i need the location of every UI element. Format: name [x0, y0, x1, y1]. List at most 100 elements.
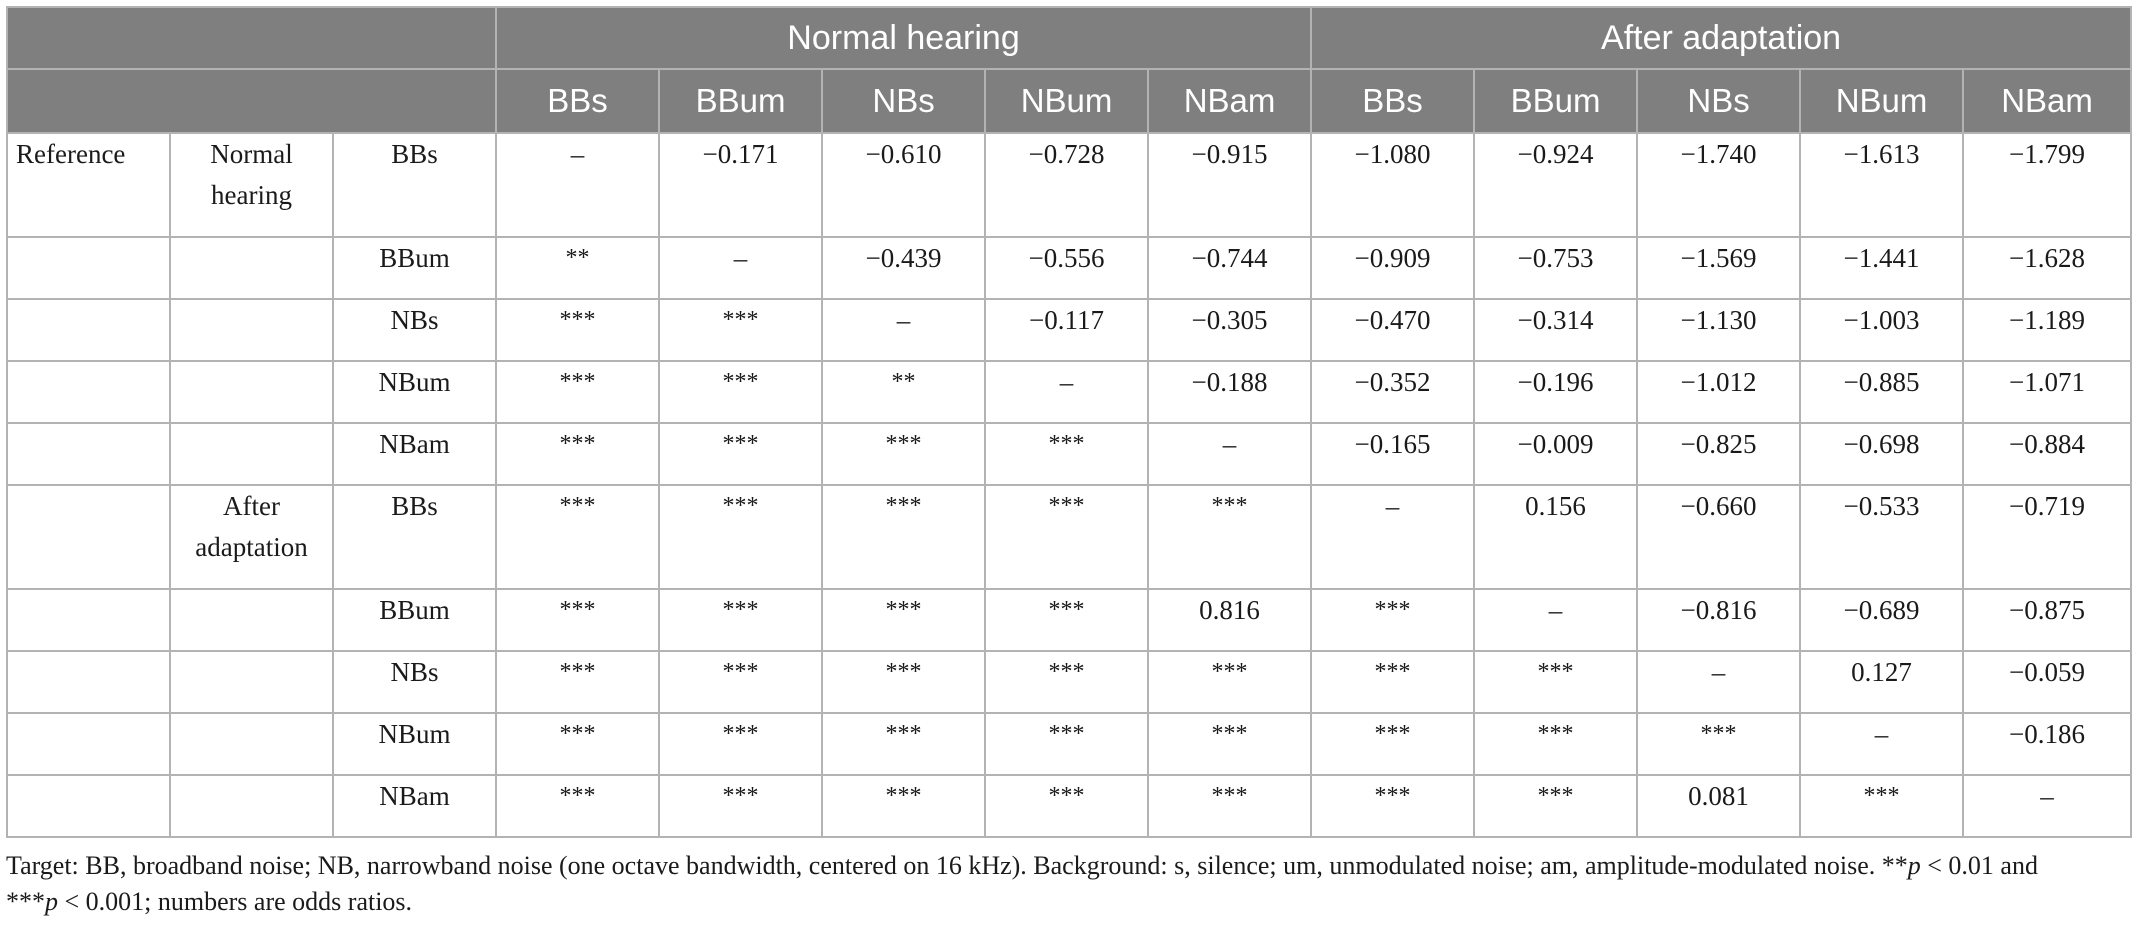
- column-header-after-bbs: BBs: [1310, 68, 1476, 134]
- odds-ratio-cell: −0.186: [1962, 712, 2133, 776]
- odds-ratio-cell: −1.130: [1636, 298, 1802, 362]
- odds-ratio-cell: −0.825: [1636, 422, 1802, 486]
- header-group-row: Normal hearing After adaptation: [5, 6, 2133, 70]
- odds-ratio-cell: −1.569: [1636, 236, 1802, 300]
- odds-ratio-cell: −0.719: [1962, 484, 2133, 590]
- odds-ratio-cell: −0.171: [658, 132, 824, 238]
- odds-ratio-cell: −0.188: [1147, 360, 1313, 424]
- significance-cell: ***: [984, 588, 1150, 652]
- odds-ratio-cell: 0.156: [1473, 484, 1639, 590]
- odds-ratio-cell: −0.196: [1473, 360, 1639, 424]
- row-label-condition: [169, 650, 334, 714]
- table-row: BBum *** *** *** *** 0.816 *** – −0.816 −0.689 −0.…: [6, 588, 2133, 652]
- footnote-p-symbol-2: p: [45, 887, 58, 916]
- row-label-condition: [169, 298, 334, 362]
- significance-cell: ***: [984, 774, 1150, 838]
- table-row: After adaptation BBs *** *** *** *** *** –0.156…: [6, 484, 2133, 590]
- row-label-stimulus: NBs: [331, 650, 498, 714]
- significance-cell: ***: [1147, 650, 1313, 714]
- significance-cell: ***: [1147, 712, 1313, 776]
- significance-cell: ***: [495, 712, 661, 776]
- odds-ratio-table: Normal hearing After adaptation BBs BBum N…: [5, 6, 2133, 838]
- odds-ratio-cell: −0.059: [1962, 650, 2133, 714]
- row-label-condition: [169, 236, 334, 300]
- significance-cell: ***: [495, 484, 661, 590]
- significance-cell: ***: [821, 650, 987, 714]
- row-label-reference: [6, 774, 171, 838]
- row-label-reference: [6, 484, 171, 590]
- significance-cell: ***: [984, 422, 1150, 486]
- odds-ratio-cell: –: [1799, 712, 1965, 776]
- table-row: NBam *** *** *** *** *** *** *** 0.081 *** –: [6, 774, 2133, 838]
- odds-ratio-cell: −0.728: [984, 132, 1150, 238]
- column-header-after-nbs: NBs: [1636, 68, 1802, 134]
- significance-cell: ***: [658, 588, 824, 652]
- odds-ratio-cell: −0.165: [1310, 422, 1476, 486]
- odds-ratio-cell: −0.009: [1473, 422, 1639, 486]
- row-label-reference: [6, 298, 171, 362]
- odds-ratio-cell: –: [821, 298, 987, 362]
- significance-cell: ***: [658, 298, 824, 362]
- column-header-normal-nbam: NBam: [1147, 68, 1313, 134]
- significance-cell: ***: [495, 650, 661, 714]
- significance-cell: ***: [495, 298, 661, 362]
- footnote-text-1: Target: BB, broadband noise; NB, narrowb…: [6, 851, 1908, 880]
- column-header-after-bbum: BBum: [1473, 68, 1639, 134]
- odds-ratio-cell: −0.924: [1473, 132, 1639, 238]
- significance-cell: ***: [495, 422, 661, 486]
- significance-cell: ***: [495, 588, 661, 652]
- significance-cell: ***: [1310, 588, 1476, 652]
- significance-cell: ***: [495, 360, 661, 424]
- row-label-reference: [6, 236, 171, 300]
- header-group-normal-hearing: Normal hearing: [495, 6, 1313, 70]
- odds-ratio-cell: −0.689: [1799, 588, 1965, 652]
- odds-ratio-cell: −0.744: [1147, 236, 1313, 300]
- odds-ratio-table-container: Normal hearing After adaptation BBs BBum N…: [5, 6, 2133, 838]
- odds-ratio-cell: –: [1310, 484, 1476, 590]
- odds-ratio-cell: −1.441: [1799, 236, 1965, 300]
- column-header-normal-bbs: BBs: [495, 68, 661, 134]
- row-label-condition: [169, 588, 334, 652]
- significance-cell: ***: [1310, 650, 1476, 714]
- table-row: Reference Normal hearing BBs – −0.171 −0.610−…: [6, 132, 2133, 238]
- odds-ratio-cell: 0.081: [1636, 774, 1802, 838]
- table-row: BBum ** – −0.439 −0.556 −0.744 −0.909 −0.753 −1.…: [6, 236, 2133, 300]
- footnote-text-4: < 0.001; numbers are odds ratios.: [58, 887, 413, 916]
- column-header-after-nbum: NBum: [1799, 68, 1965, 134]
- significance-cell: ***: [495, 774, 661, 838]
- row-label-reference: [6, 712, 171, 776]
- odds-ratio-cell: −0.470: [1310, 298, 1476, 362]
- column-header-normal-nbum: NBum: [984, 68, 1150, 134]
- table-row: NBs *** *** *** *** *** *** *** –0.127 −0.059: [6, 650, 2133, 714]
- odds-ratio-cell: −1.613: [1799, 132, 1965, 238]
- row-label-condition: [169, 360, 334, 424]
- odds-ratio-cell: −1.740: [1636, 132, 1802, 238]
- table-footnote: Target: BB, broadband noise; NB, narrowb…: [6, 848, 2116, 920]
- odds-ratio-cell: −1.071: [1962, 360, 2133, 424]
- table-row: NBam *** *** *** *** – −0.165 −0.009 −0.825 −0.69…: [6, 422, 2133, 486]
- odds-ratio-cell: −1.628: [1962, 236, 2133, 300]
- odds-ratio-cell: −0.753: [1473, 236, 1639, 300]
- odds-ratio-cell: –: [1473, 588, 1639, 652]
- odds-ratio-cell: −0.660: [1636, 484, 1802, 590]
- significance-cell: ***: [821, 484, 987, 590]
- significance-cell: ***: [658, 422, 824, 486]
- significance-cell: ***: [1147, 484, 1313, 590]
- significance-cell: ***: [821, 774, 987, 838]
- row-label-reference: Reference: [6, 132, 171, 238]
- odds-ratio-cell: −1.799: [1962, 132, 2133, 238]
- odds-ratio-cell: –: [1962, 774, 2133, 838]
- significance-cell: ***: [658, 650, 824, 714]
- significance-cell: ***: [821, 588, 987, 652]
- odds-ratio-cell: −0.915: [1147, 132, 1313, 238]
- significance-cell: ***: [821, 422, 987, 486]
- row-label-condition: [169, 422, 334, 486]
- row-label-reference: [6, 422, 171, 486]
- odds-ratio-cell: 0.127: [1799, 650, 1965, 714]
- odds-ratio-cell: −0.314: [1473, 298, 1639, 362]
- odds-ratio-cell: −0.875: [1962, 588, 2133, 652]
- significance-cell: ***: [1636, 712, 1802, 776]
- odds-ratio-cell: −0.885: [1799, 360, 1965, 424]
- row-label-stimulus: BBum: [331, 236, 498, 300]
- table-body: Reference Normal hearing BBs – −0.171 −0.610−…: [6, 132, 2133, 838]
